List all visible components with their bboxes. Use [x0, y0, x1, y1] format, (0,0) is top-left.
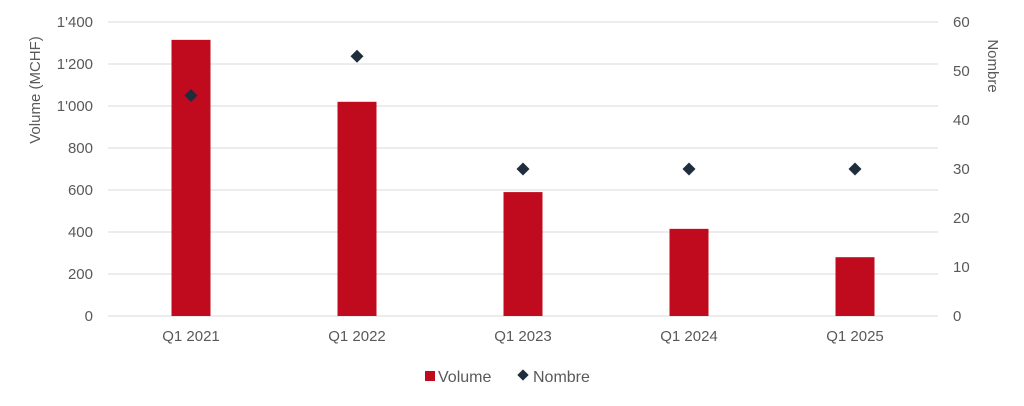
- x-tick-label: Q1 2021: [162, 328, 220, 345]
- x-axis-ticks: Q1 2021 Q1 2022 Q1 2023 Q1 2024 Q1 2025: [162, 328, 884, 345]
- y-tick-label: 0: [85, 308, 93, 325]
- x-tick-label: Q1 2024: [660, 328, 718, 345]
- nombre-marker: [350, 49, 364, 63]
- nombre-marker: [682, 162, 696, 176]
- x-tick-label: Q1 2022: [328, 328, 386, 345]
- volume-bar: [171, 39, 211, 316]
- legend: Volume Nombre: [425, 369, 590, 386]
- left-axis-title: Volume (MCHF): [27, 36, 44, 144]
- y-tick-label: 400: [68, 224, 93, 241]
- nombre-marker: [848, 162, 862, 176]
- legend-volume-label: Volume: [438, 369, 491, 386]
- y2-tick-label: 0: [953, 308, 961, 325]
- y-tick-label: 200: [68, 266, 93, 283]
- volume-bar: [835, 257, 875, 316]
- y-tick-label: 1'400: [57, 14, 93, 31]
- y-tick-label: 800: [68, 140, 93, 157]
- y2-tick-label: 10: [953, 259, 970, 276]
- y2-tick-label: 20: [953, 210, 970, 227]
- legend-nombre-swatch: [517, 369, 529, 381]
- nombre-markers: [184, 49, 862, 176]
- y-tick-label: 1'000: [57, 98, 93, 115]
- volume-bar: [503, 192, 543, 316]
- x-tick-label: Q1 2023: [494, 328, 552, 345]
- nombre-marker: [184, 89, 198, 102]
- volume-bar: [337, 101, 377, 316]
- y-tick-label: 600: [68, 182, 93, 199]
- volume-bars: [171, 39, 875, 316]
- volume-bar: [669, 228, 709, 316]
- nombre-marker: [516, 162, 530, 176]
- legend-nombre-label: Nombre: [533, 369, 590, 386]
- right-axis-ticks: 0 10 20 30 40 50 60: [953, 14, 970, 325]
- x-tick-label: Q1 2025: [826, 328, 884, 345]
- left-axis-ticks: 0 200 400 600 800 1'000 1'200 1'400: [57, 14, 93, 325]
- y2-tick-label: 50: [953, 63, 970, 80]
- y2-tick-label: 40: [953, 112, 970, 129]
- legend-volume-swatch: [425, 371, 435, 381]
- y2-tick-label: 30: [953, 161, 970, 178]
- right-axis-title: Nombre: [984, 39, 1001, 92]
- y2-tick-label: 60: [953, 14, 970, 31]
- y-tick-label: 1'200: [57, 56, 93, 73]
